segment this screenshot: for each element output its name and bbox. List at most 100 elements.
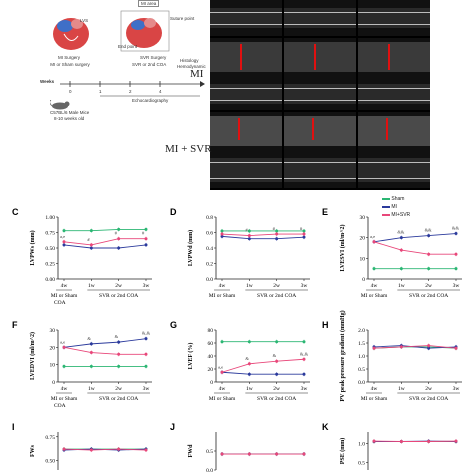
legend-marker-sham	[382, 197, 390, 200]
panel-letter: J	[170, 422, 175, 432]
series-line-mi	[63, 338, 147, 348]
y-tick-label: 0.00	[45, 277, 55, 283]
panel-letter: D	[170, 207, 177, 217]
heart-illustration-mi	[53, 18, 89, 50]
data-point-sham	[302, 229, 306, 233]
x-group-label: MI or Sham	[51, 293, 78, 299]
week-tick-2: 2	[129, 89, 132, 94]
data-point-mi-svr	[302, 452, 306, 456]
y-tick-label: 20	[50, 345, 56, 351]
y-axis-label: LVESVI (ml/m^2)	[339, 224, 346, 271]
y-axis-label: FWd	[188, 444, 194, 458]
data-point-mi	[427, 439, 431, 443]
x-group-label: MI or Sham	[361, 396, 388, 402]
data-point-mi-svr	[117, 237, 121, 241]
x-tick-label: 1w	[88, 283, 95, 289]
y-tick-label: 0	[210, 380, 213, 386]
data-point-mi	[247, 452, 251, 456]
y-tick-label: 20	[208, 367, 214, 373]
y-tick-label: 10	[360, 256, 366, 262]
end-point-label: End point	[118, 44, 138, 49]
x-group-label: COA	[54, 300, 66, 306]
data-point-sham	[117, 447, 121, 451]
panel-letter: I	[12, 422, 15, 432]
y-tick-label: 1.0	[358, 354, 365, 360]
data-point-mi	[454, 345, 458, 349]
y-axis-label: PSE (mm)	[339, 438, 346, 465]
significance-annotation: a,e	[370, 234, 375, 240]
data-point-sham	[117, 227, 121, 231]
y-tick-label: 0.25	[45, 262, 55, 268]
x-tick-label: 1w	[246, 386, 253, 392]
echo-image	[284, 38, 356, 110]
data-point-sham	[220, 229, 224, 233]
data-point-sham	[62, 229, 66, 233]
y-tick-label: 30	[50, 328, 56, 334]
significance-annotation: &,&	[300, 351, 309, 357]
x-tick-label: 4w	[61, 386, 68, 392]
x-group-label: SVR or 2nd COA	[409, 293, 448, 299]
data-point-mi	[399, 344, 403, 348]
mouse-icon	[50, 100, 70, 110]
histology-label: Histology	[180, 58, 199, 63]
panel-d-chart: D LVPWd (mm) 0.0 0.2 0.4 0.6 0.8 4w 1w 2w 3w MI or …	[170, 207, 310, 299]
data-point-mi	[372, 240, 376, 244]
x-tick-label: 1w	[398, 283, 405, 289]
data-point-mi	[302, 452, 306, 456]
data-point-mi	[144, 447, 148, 451]
significance-annotation: &&	[452, 226, 460, 231]
data-point-sham	[144, 447, 148, 451]
y-tick-label: 0.75	[45, 231, 55, 237]
series-line-sham	[64, 228, 146, 232]
x-tick-label: 2w	[425, 386, 432, 392]
data-point-sham	[399, 440, 403, 443]
data-point-mi-svr	[427, 344, 431, 348]
y-tick-label: 10	[50, 363, 56, 369]
suture-point-label: Suture point	[170, 16, 195, 21]
significance-annotation: #	[87, 237, 90, 242]
x-tick-label: 3w	[143, 386, 150, 392]
echo-image	[210, 38, 282, 110]
x-group-label: SVR or 2nd COA	[409, 396, 448, 402]
panel-letter: H	[322, 320, 329, 330]
echo-image	[358, 38, 430, 110]
data-point-sham	[247, 452, 251, 456]
series-line-mi-svr	[221, 233, 304, 237]
series-line-mi	[63, 244, 147, 249]
data-point-mi	[302, 235, 306, 239]
y-axis-label: FWs	[30, 444, 36, 457]
y-tick-label: 1.00	[45, 215, 55, 221]
data-point-mi	[399, 440, 403, 443]
panel-c-chart: C LVPWs (mm) 0.00 0.25 0.50 0.75 1.00 4w 1w 2w 3w M…	[12, 207, 152, 306]
legend-item-svr: MI+SVR	[382, 212, 410, 218]
data-point-mi	[427, 234, 431, 238]
x-tick-label: 2w	[115, 386, 122, 392]
data-point-mi-svr	[275, 232, 279, 236]
data-point-mi-svr	[117, 447, 121, 451]
data-point-mi-svr	[117, 352, 121, 356]
x-tick-label: 2w	[273, 283, 280, 289]
week-tick-1: 1	[99, 89, 102, 94]
x-tick-label: 3w	[301, 386, 308, 392]
panel-k-chart: K PSE (mm) 0.5 1.0	[322, 422, 458, 470]
data-point-mi	[220, 234, 224, 238]
data-point-sham	[89, 364, 93, 368]
legend-label-sham: Sham	[391, 196, 405, 202]
data-point-mi	[89, 447, 93, 451]
significance-annotation: a,e	[60, 234, 65, 240]
x-tick-label: 4w	[371, 283, 378, 289]
data-point-mi-svr	[275, 359, 279, 363]
y-tick-label: 0.5	[358, 367, 365, 373]
data-point-mi	[220, 452, 224, 456]
mice-age-label: 8-10 weeks old	[54, 116, 85, 121]
data-point-mi-svr	[454, 346, 458, 350]
significance-annotation: #	[300, 226, 303, 231]
significance-annotation: #	[245, 228, 248, 233]
y-axis-label: LVEF (%)	[187, 343, 194, 370]
echo-image	[210, 0, 282, 36]
study-schematic: LVS MI Surgery MI or Sham surgery Suture…	[40, 0, 206, 125]
svr-coa-label: SVR or 2nd COA	[132, 62, 167, 67]
data-point-mi	[62, 448, 66, 452]
data-point-mi-svr	[454, 439, 458, 443]
x-group-label: COA	[54, 403, 66, 409]
